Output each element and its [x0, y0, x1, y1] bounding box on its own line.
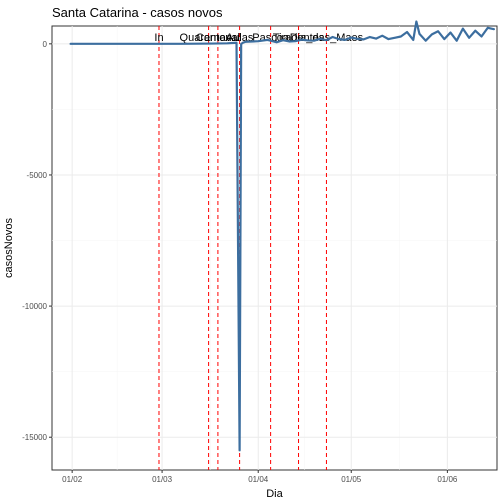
y-tick-label: -10000: [22, 302, 47, 311]
minor-gridlines: [52, 26, 497, 470]
x-tick-label: 01/04: [248, 475, 269, 484]
x-tick-label: 01/05: [341, 475, 362, 484]
major-gridlines: [52, 26, 497, 470]
event-label: Quarentena: [180, 32, 239, 44]
event-lines: [158, 26, 327, 470]
y-tick-label: -5000: [27, 171, 48, 180]
y-tick-label: 0: [43, 40, 48, 49]
x-tick-label: 01/02: [62, 475, 83, 484]
x-tick-label: 01/06: [437, 475, 458, 484]
x-tick-label: 01/03: [152, 475, 173, 484]
series-line: [69, 20, 495, 452]
x-axis-title: Dia: [266, 488, 283, 500]
series-layer: [69, 20, 495, 452]
y-axis-ticks: 0 -5000 -10000 -15000: [22, 40, 52, 442]
y-tick-label: -15000: [22, 433, 47, 442]
event-label: In: [154, 32, 163, 44]
event-label: Carnaval: [196, 32, 240, 44]
chart-title: Santa Catarina - casos novos: [52, 5, 223, 20]
plot-panel: [51, 25, 498, 471]
y-axis-title: casosNovos: [3, 218, 15, 278]
x-axis-ticks: 01/02 01/03 01/04 01/05 01/06: [62, 470, 458, 484]
